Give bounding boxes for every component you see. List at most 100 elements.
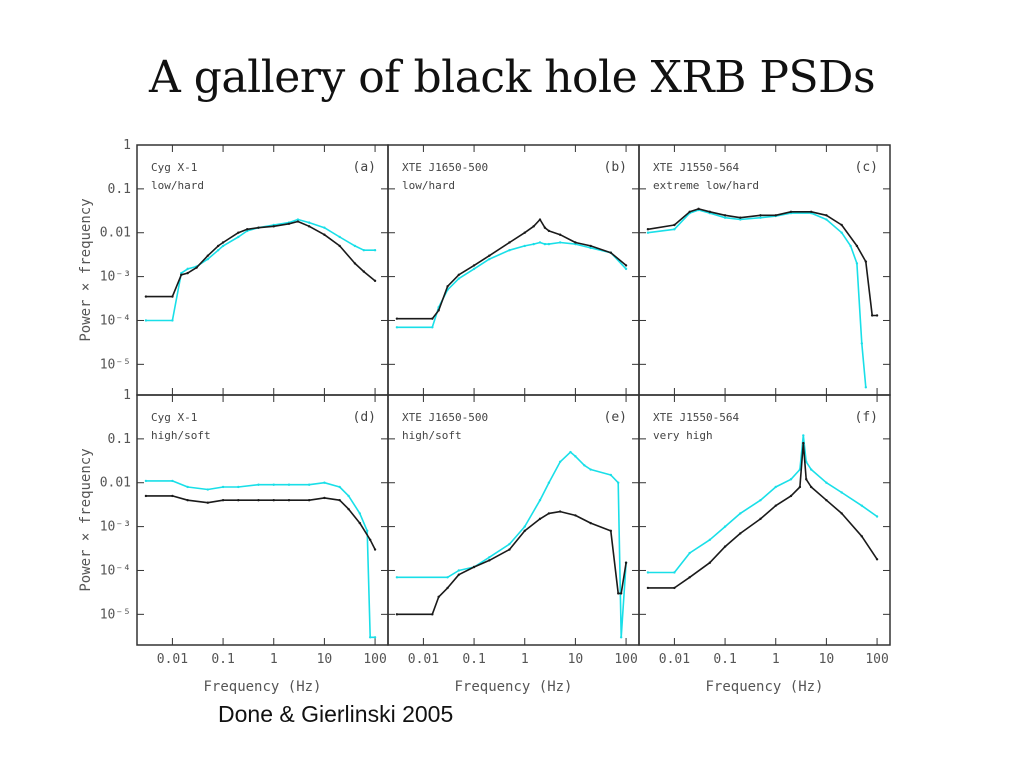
data-point [646, 586, 650, 590]
data-point [488, 556, 491, 559]
data-point [723, 525, 727, 528]
y-tick-label: 10⁻⁵ [100, 357, 131, 372]
panel-frame [638, 394, 891, 646]
data-point [488, 257, 491, 261]
data-point [272, 225, 275, 228]
data-point [144, 494, 148, 498]
panel-source-label: Cyg X-1 [151, 161, 197, 174]
data-point [186, 498, 189, 502]
data-point [789, 478, 793, 481]
data-point [362, 248, 366, 252]
data-point [186, 271, 189, 275]
y-tick-label: 10⁻⁴ [100, 313, 131, 328]
data-point [446, 285, 449, 288]
data-point [296, 218, 300, 221]
data-point [840, 512, 843, 515]
panel-a: 1 0.1 0.01 10⁻³ 10⁻⁴ 10⁻⁵ Cyg X-1 low/hard (a) [100, 138, 389, 396]
x-tick-label: 100 [614, 652, 637, 667]
data-point [708, 210, 712, 214]
data-point [774, 214, 777, 217]
data-point [171, 295, 174, 298]
panel-source-label: XTE J1550-564 [653, 411, 739, 424]
data-point [789, 210, 793, 214]
data-point [840, 223, 843, 227]
data-point [798, 485, 802, 489]
data-point [272, 483, 275, 486]
x-tick-label: 0.01 [659, 652, 690, 667]
series-line-black [647, 442, 878, 589]
data-point [609, 529, 613, 533]
panel-b: XTE J1650-500 low/hard (b) [387, 144, 640, 396]
series-line-black [396, 510, 627, 616]
data-point [237, 485, 240, 489]
panel-source-label: XTE J1650-500 [402, 161, 488, 174]
data-point [673, 571, 676, 574]
data-point [547, 512, 551, 515]
data-point [860, 504, 864, 507]
data-point [860, 342, 864, 345]
data-point [624, 561, 628, 564]
data-point [180, 271, 183, 275]
data-point [368, 636, 372, 639]
data-point [523, 525, 526, 528]
data-point [488, 559, 491, 562]
data-point [543, 226, 547, 229]
data-point [589, 521, 592, 525]
x-tick-label: 0.01 [408, 652, 439, 667]
x-tick-label: 0.1 [462, 652, 485, 667]
data-point [431, 613, 434, 616]
panel-state-label: low/hard [151, 179, 204, 192]
data-point [547, 242, 551, 246]
data-point [688, 210, 691, 214]
psd-figure: 1 0.1 0.01 10⁻³ 10⁻⁴ 10⁻⁵ Cyg X-1 low/hard (a) XT… [78, 138, 891, 695]
data-point [589, 244, 592, 248]
data-point [395, 613, 399, 616]
x-tick-label: 0.01 [157, 652, 188, 667]
x-axis-title: Frequency (Hz) [203, 679, 321, 695]
data-point [307, 225, 311, 228]
data-point [323, 481, 326, 484]
data-point [619, 592, 623, 595]
panel-state-label: very high [653, 429, 713, 442]
series-line-cyan [145, 480, 376, 639]
data-point [723, 214, 727, 217]
data-point [673, 586, 676, 590]
data-point [395, 326, 399, 329]
series-line-black [145, 495, 376, 550]
data-point [257, 483, 260, 486]
x-tick-label: 0.1 [713, 652, 736, 667]
data-point [538, 218, 542, 221]
data-point [617, 592, 620, 595]
data-point [373, 636, 377, 639]
data-point [338, 235, 341, 239]
data-point [523, 231, 526, 234]
data-point [307, 498, 311, 502]
data-point [538, 517, 542, 521]
data-point [186, 267, 189, 271]
data-point [144, 479, 148, 483]
data-point [246, 228, 249, 231]
data-point [840, 491, 843, 494]
data-point [809, 485, 813, 489]
data-point [547, 481, 551, 484]
data-point [574, 455, 577, 458]
data-point [373, 279, 377, 283]
data-point [849, 244, 852, 248]
data-point [840, 231, 843, 234]
data-point [457, 273, 461, 276]
panel-state-label: high/soft [151, 429, 211, 442]
data-point [532, 242, 535, 246]
y-axis-title: Power × frequency [78, 448, 94, 591]
data-point [875, 515, 879, 518]
data-point [789, 494, 793, 498]
data-point [574, 514, 577, 517]
series-line-cyan [647, 209, 867, 388]
data-point [825, 214, 828, 217]
data-point [353, 244, 357, 248]
data-point [206, 254, 210, 257]
data-point [287, 222, 291, 225]
data-point [338, 244, 341, 248]
data-point [673, 228, 676, 231]
data-point [272, 498, 275, 502]
data-point [347, 507, 350, 511]
